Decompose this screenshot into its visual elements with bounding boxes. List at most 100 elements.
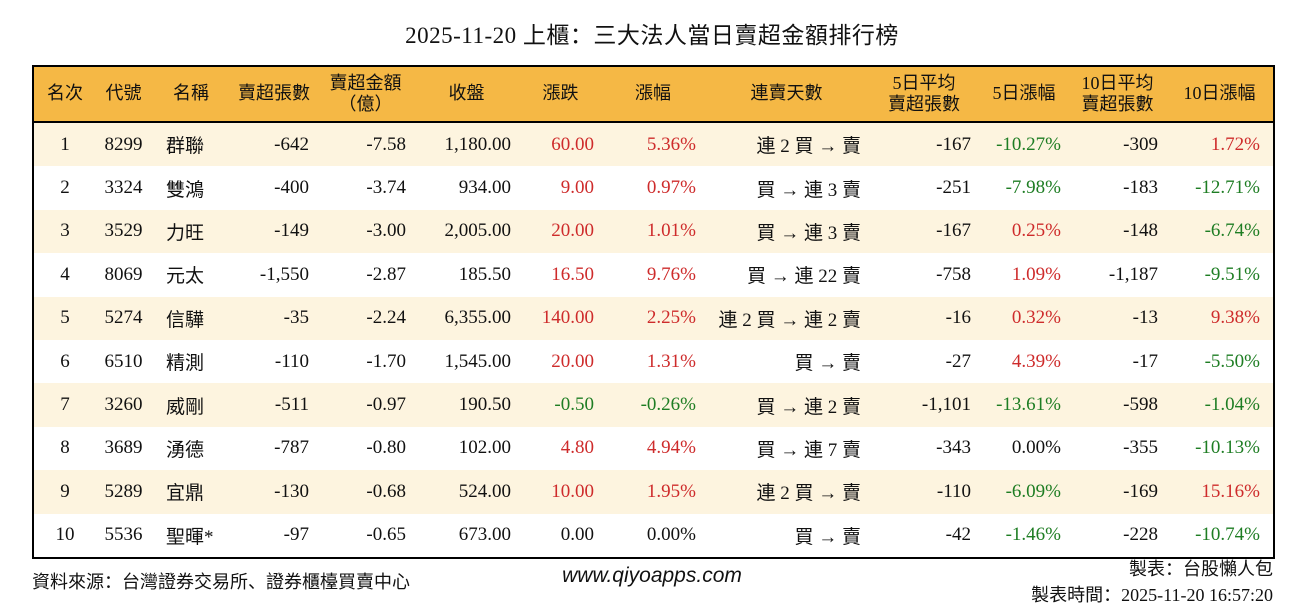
column-header-sell_volume: 賣超張數 [231,66,317,123]
column-header-avg5: 5日平均 賣超張數 [869,66,979,123]
author-note: 製表：台股懶人包 [1129,559,1273,579]
cell-code: 3260 [104,394,143,416]
cell-sell_amount: -0.65 [366,524,406,546]
cell-sell_volume: -511 [274,394,309,416]
cell-sell_amount: -2.87 [366,263,406,285]
column-header-close: 收盤 [414,66,519,123]
cell-code: 8069 [104,263,143,285]
cell-avg10: -148 [1123,220,1158,242]
cell-avg5: -110 [936,480,971,502]
cell-sell_volume: -642 [274,133,309,155]
cell-streak: 買 → 賣 [794,353,861,375]
cell-close: 102.00 [458,437,511,459]
table-header: 名次 代號 名稱 賣超張數 賣超金額 （億） 收盤 漲跌 漲幅 連賣天數 5日平均 賣超張數 5日漲… [33,66,1274,123]
table-row: 10 5536 聖暉* -97 -0.65 673.00 0.00 0.00% 買 → 賣 -42… [33,513,1274,558]
cell-avg10: -309 [1123,133,1158,155]
cell-sell_amount: -0.68 [366,480,406,502]
cell-streak: 買 → 連 7 賣 [756,439,861,461]
cell-streak: 連 2 買 → 賣 [756,136,861,158]
cell-pct5: 0.32% [1011,307,1061,329]
cell-pct5: 0.00% [1011,437,1061,459]
column-header-change: 漲跌 [519,66,602,123]
cell-change: 4.80 [560,437,594,459]
cell-pct10: -1.04% [1204,394,1260,416]
column-header-sell_amount: 賣超金額 （億） [317,66,414,123]
generated-timestamp: 製表時間：2025-11-20 16:57:20 [1031,585,1273,606]
cell-close: 190.50 [458,394,511,416]
cell-rank: 6 [60,350,70,372]
cell-pct5: 4.39% [1011,350,1061,372]
cell-avg10: -17 [1132,350,1158,372]
cell-name: 雙鴻 [166,179,205,201]
cell-pct5: -13.61% [996,394,1061,416]
cell-name: 聖暉* [166,526,214,548]
cell-sell_volume: -130 [274,480,309,502]
cell-rank: 3 [60,220,70,242]
cell-name: 信驊 [166,309,205,331]
data-source-note: 資料來源：台灣證券交易所、證券櫃檯買賣中心 [32,572,410,592]
cell-code: 3324 [104,177,143,199]
cell-change_pct: 1.95% [646,480,696,502]
cell-avg5: -167 [936,220,971,242]
cell-close: 673.00 [458,524,511,546]
cell-close: 934.00 [458,177,511,199]
table-row: 2 3324 雙鴻 -400 -3.74 934.00 9.00 0.97% 買 → 連 3 賣… [33,166,1274,210]
cell-change: 140.00 [541,307,594,329]
table-row: 4 8069 元太 -1,550 -2.87 185.50 16.50 9.76% 買 → 連 … [33,253,1274,297]
column-header-pct5: 5日漲幅 [979,66,1069,123]
cell-sell_amount: -3.00 [366,220,406,242]
cell-close: 524.00 [458,480,511,502]
column-header-streak: 連賣天數 [704,66,869,123]
cell-change_pct: 5.36% [646,133,696,155]
cell-rank: 4 [60,263,70,285]
cell-avg10: -355 [1123,437,1158,459]
cell-pct5: -1.46% [1005,524,1061,546]
cell-code: 5536 [104,524,143,546]
cell-change: -0.50 [554,394,594,416]
cell-change: 0.00 [560,524,594,546]
cell-name: 群聯 [166,136,205,158]
cell-rank: 9 [60,480,70,502]
cell-streak: 買 → 連 2 賣 [756,396,861,418]
cell-name: 宜鼎 [166,483,205,505]
cell-close: 2,005.00 [444,220,512,242]
ranking-table-container: 名次 代號 名稱 賣超張數 賣超金額 （億） 收盤 漲跌 漲幅 連賣天數 5日平均 賣超張數 5日漲… [32,65,1275,559]
cell-change: 20.00 [551,350,594,372]
cell-pct10: -9.51% [1204,263,1260,285]
column-header-code: 代號 [96,66,151,123]
cell-rank: 5 [60,307,70,329]
cell-sell_amount: -1.70 [366,350,406,372]
cell-code: 3689 [104,437,143,459]
cell-streak: 買 → 連 3 賣 [756,179,861,201]
cell-avg10: -228 [1123,524,1158,546]
cell-pct10: 9.38% [1210,307,1260,329]
column-header-change_pct: 漲幅 [602,66,704,123]
cell-pct10: 15.16% [1201,480,1260,502]
page-title: 2025-11-20 上櫃：三大法人當日賣超金額排行榜 [405,23,899,48]
cell-name: 元太 [166,266,205,288]
cell-avg5: -27 [945,350,971,372]
cell-rank: 1 [60,133,70,155]
table-row: 9 5289 宜鼎 -130 -0.68 524.00 10.00 1.95% 連 2 買 → … [33,470,1274,514]
cell-sell_volume: -149 [274,220,309,242]
cell-sell_volume: -35 [283,307,309,329]
cell-avg5: -42 [945,524,971,546]
cell-pct5: -7.98% [1005,177,1061,199]
cell-name: 精測 [166,353,205,375]
cell-close: 6,355.00 [444,307,512,329]
cell-streak: 連 2 買 → 連 2 賣 [718,309,861,331]
cell-pct5: -6.09% [1005,480,1061,502]
cell-pct5: 1.09% [1011,263,1061,285]
cell-avg5: -1,101 [921,394,971,416]
column-header-avg10: 10日平均 賣超張數 [1069,66,1166,123]
cell-streak: 連 2 買 → 賣 [756,483,861,505]
cell-code: 3529 [104,220,143,242]
cell-rank: 8 [60,437,70,459]
table-row: 6 6510 精測 -110 -1.70 1,545.00 20.00 1.31% 買 → 賣 -… [33,339,1274,384]
cell-change_pct: 2.25% [646,307,696,329]
cell-code: 5289 [104,480,143,502]
table-row: 7 3260 威剛 -511 -0.97 190.50 -0.50 -0.26% 買 → 連 2… [33,383,1274,427]
cell-pct10: -10.74% [1195,524,1260,546]
cell-sell_amount: -7.58 [366,133,406,155]
cell-name: 威剛 [166,396,205,418]
